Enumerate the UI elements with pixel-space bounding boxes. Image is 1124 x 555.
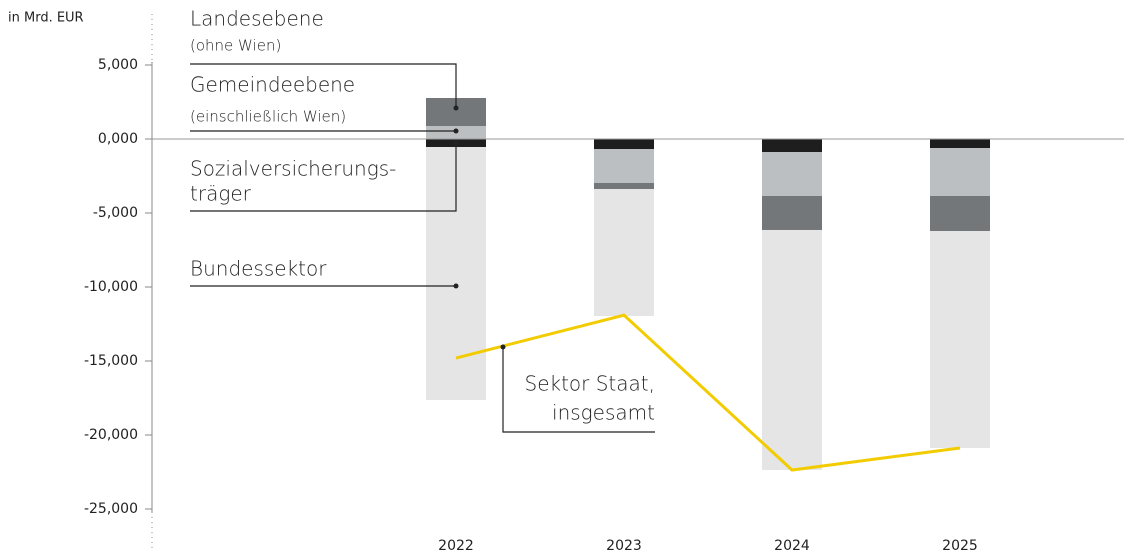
leader-dot [453, 140, 459, 146]
x-tick-label: 2025 [942, 538, 978, 554]
legend-label: insgesamt [552, 401, 655, 425]
legend-label: Bundessektor [190, 257, 327, 281]
bar-segment [594, 149, 654, 184]
y-tick-label: -5,000 [93, 205, 138, 221]
bar-segment [594, 139, 654, 150]
bar-segment [762, 195, 822, 230]
bar-segment [762, 151, 822, 196]
unit-label: in Mrd. EUR [8, 11, 84, 26]
leader-line [502, 347, 655, 433]
leader-dot [453, 105, 459, 111]
leader-dot [500, 344, 506, 350]
legend-label: träger [190, 182, 252, 206]
bar-segment [930, 147, 990, 196]
total-line [455, 313, 961, 472]
bar-segment [762, 229, 822, 470]
legend-label: Sektor Staat, [525, 372, 656, 396]
bar-segment [594, 188, 654, 316]
y-tick-label: 5,000 [98, 57, 138, 73]
bar-segment [930, 230, 990, 448]
legend-label: Gemeindeebene [190, 73, 355, 97]
legend-label: Sozialversicherungs- [190, 157, 396, 181]
y-tick-label: -25,000 [84, 501, 138, 517]
leader-line [190, 143, 457, 212]
leader-dot [453, 283, 459, 289]
leader-line [190, 63, 457, 108]
x-tick-label: 2024 [774, 538, 810, 554]
x-tick-label: 2023 [606, 538, 642, 554]
bar-segment [594, 183, 654, 189]
y-tick-label: -20,000 [84, 427, 138, 443]
x-tick-label: 2022 [438, 538, 474, 554]
bar-segment [930, 139, 990, 148]
bar-segment [762, 139, 822, 152]
legend-label: Landesebene [190, 7, 324, 31]
y-tick-label: -15,000 [84, 353, 138, 369]
legend-label: (einschließlich Wien) [190, 108, 346, 126]
legend-label: (ohne Wien) [190, 37, 281, 55]
bar-segment [930, 195, 990, 231]
y-tick-label: -10,000 [84, 279, 138, 295]
leader-dot [453, 128, 459, 134]
y-tick-label: 0,000 [98, 131, 138, 147]
